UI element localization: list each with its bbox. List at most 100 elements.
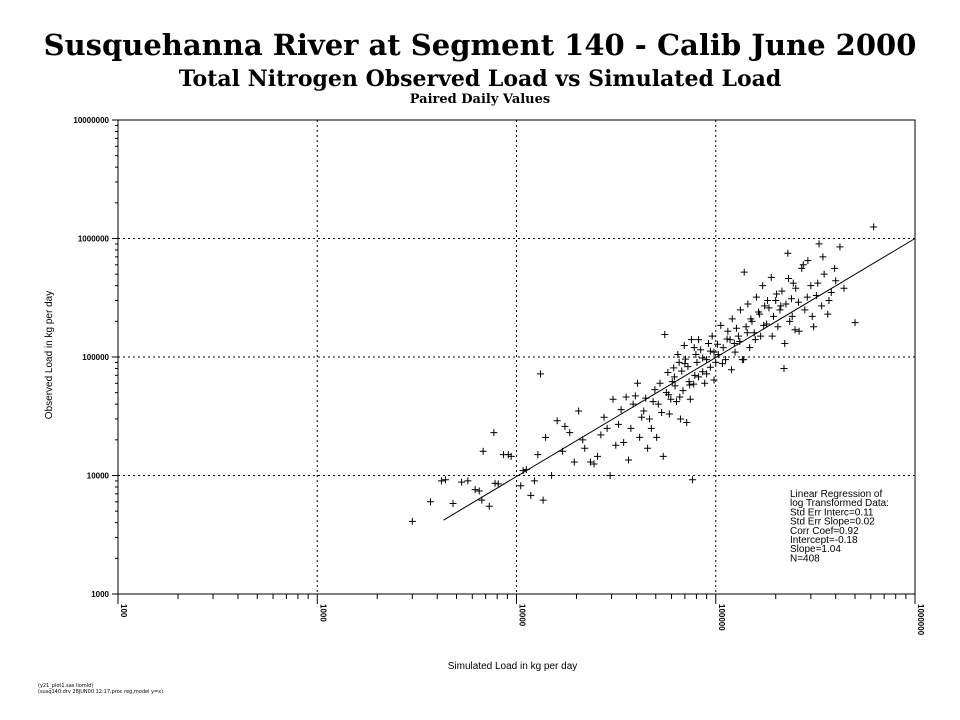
data-point <box>682 355 690 363</box>
data-point <box>534 451 542 459</box>
data-point <box>654 400 662 408</box>
data-point <box>730 339 738 347</box>
data-point <box>522 466 530 474</box>
data-point <box>825 296 833 304</box>
chart-title: Susquehanna River at Segment 140 - Calib… <box>43 28 917 62</box>
data-point <box>807 282 815 290</box>
data-point <box>714 350 722 358</box>
data-point <box>519 467 527 475</box>
data-point <box>625 456 633 464</box>
data-point <box>788 312 796 320</box>
data-point <box>705 339 713 347</box>
data-point <box>824 310 832 318</box>
data-point <box>697 346 705 354</box>
data-point <box>699 368 707 376</box>
data-point <box>686 381 694 389</box>
data-point <box>750 329 758 337</box>
data-point <box>773 290 781 298</box>
data-point <box>803 293 811 301</box>
data-point <box>656 379 664 387</box>
data-point <box>687 336 695 344</box>
data-point <box>491 479 499 487</box>
data-point <box>795 327 803 335</box>
data-point <box>649 398 657 406</box>
data-point <box>778 287 786 295</box>
data-point <box>651 386 659 394</box>
footer-line-2: (susq140.drv 28JUN00 12:17,proc reg,mode… <box>38 689 164 695</box>
data-point <box>703 356 711 364</box>
data-point <box>653 433 661 441</box>
data-point <box>815 240 823 248</box>
data-point <box>671 382 679 390</box>
annotation-line: Intercept=-0.18 <box>790 535 858 546</box>
data-point <box>760 321 768 329</box>
data-point <box>597 431 605 439</box>
data-point <box>527 491 535 499</box>
data-point <box>458 478 466 486</box>
data-point <box>820 270 828 278</box>
regression-annotation: Linear Regression of log Transformed Data… <box>790 489 889 564</box>
data-point <box>722 356 730 364</box>
data-point <box>631 392 639 400</box>
annotation-line: Corr Coef=0.92 <box>790 526 859 537</box>
data-point <box>642 394 650 402</box>
y-tick-label: 1000000 <box>78 235 110 244</box>
data-point <box>831 264 839 272</box>
data-point <box>475 487 483 495</box>
data-point <box>870 223 878 231</box>
data-point <box>620 438 628 446</box>
data-point <box>780 364 788 372</box>
y-axis-label: Observed Load in kg per day <box>44 291 55 419</box>
data-point <box>832 277 840 285</box>
data-point <box>744 300 752 308</box>
data-point <box>548 472 556 479</box>
data-point <box>789 279 797 287</box>
annotation-line: Slope=1.04 <box>790 544 841 555</box>
data-point <box>606 472 614 479</box>
data-point <box>478 496 486 504</box>
data-point <box>683 419 691 427</box>
data-point <box>746 344 754 352</box>
data-point <box>726 336 734 344</box>
data-point <box>692 350 700 358</box>
data-point <box>717 321 725 329</box>
data-point <box>517 482 525 490</box>
data-point <box>408 517 416 525</box>
data-point <box>791 326 799 334</box>
data-point <box>670 364 678 372</box>
annotation-line: Std Err Slope=0.02 <box>790 517 875 528</box>
data-point <box>804 257 812 265</box>
data-point <box>471 486 479 494</box>
data-point <box>659 452 667 460</box>
data-point <box>732 324 740 332</box>
data-point <box>788 295 796 303</box>
data-point <box>449 500 457 508</box>
regression-line <box>443 238 916 521</box>
data-point <box>742 323 750 331</box>
y-tick-label: 1000 <box>91 590 109 599</box>
data-point <box>818 302 826 310</box>
data-point <box>751 336 759 344</box>
data-point <box>676 393 684 401</box>
data-point <box>681 360 689 368</box>
data-point <box>530 477 538 485</box>
data-point <box>728 366 736 374</box>
data-point <box>638 413 646 421</box>
data-point <box>490 429 498 437</box>
data-point <box>712 358 720 366</box>
data-point <box>724 327 732 335</box>
data-point <box>645 415 653 423</box>
data-point <box>679 387 687 395</box>
data-point <box>586 458 594 466</box>
annotation-line: N=408 <box>790 553 820 564</box>
x-tick-label: 1000 <box>318 604 327 622</box>
x-tick-label: 10000 <box>518 604 527 627</box>
data-point <box>794 298 802 306</box>
x-axis-label: Simulated Load in kg per day <box>448 661 578 672</box>
data-point <box>664 368 672 376</box>
data-point <box>740 268 748 276</box>
footer-line-1: (y21_plot1.sas llomld) <box>38 683 94 689</box>
data-point <box>763 320 771 328</box>
data-point <box>426 498 434 506</box>
data-point <box>622 393 630 401</box>
